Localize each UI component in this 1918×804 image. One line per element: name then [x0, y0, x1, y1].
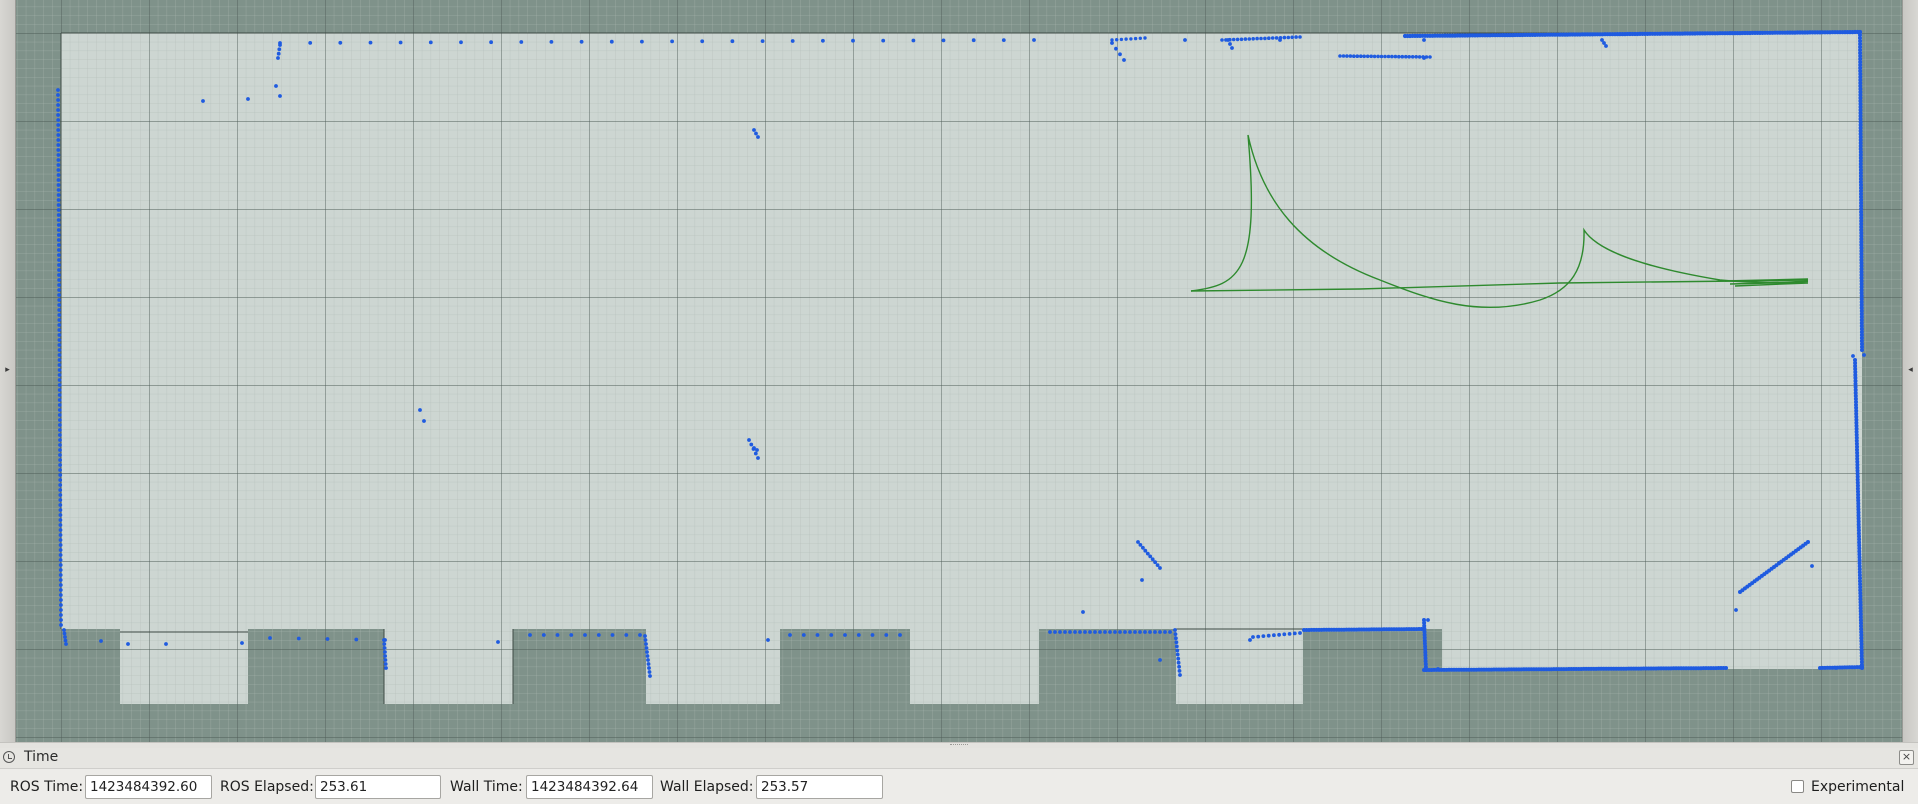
robot-path: [1190, 134, 1809, 309]
coarse-grid: [0, 0, 1918, 742]
laser-scan-points: [56, 29, 1866, 678]
ros-time-label: ROS Time:: [10, 779, 84, 795]
wall-elapsed-label: Wall Elapsed:: [660, 779, 754, 795]
expand-left-arrow-icon[interactable]: ▸: [5, 365, 10, 375]
ros-elapsed-label: ROS Elapsed:: [220, 779, 314, 795]
right-dock-handle[interactable]: ◂: [1902, 0, 1918, 742]
left-dock-handle[interactable]: ▸: [0, 0, 16, 742]
wall-time-label: Wall Time:: [450, 779, 523, 795]
time-panel-body: ROS Time: 1423484392.60 ROS Elapsed: 253…: [0, 769, 1918, 804]
time-panel-header: Time ×: [0, 748, 1918, 769]
experimental-checkbox[interactable]: [1791, 780, 1804, 793]
expand-right-arrow-icon[interactable]: ◂: [1908, 365, 1913, 375]
close-panel-button[interactable]: ×: [1899, 750, 1914, 765]
ros-time-field[interactable]: 1423484392.60: [85, 775, 212, 799]
experimental-label: Experimental: [1811, 779, 1905, 795]
clock-icon: [3, 751, 15, 763]
map-scene: [0, 0, 1918, 742]
render-viewport[interactable]: ▸ ◂: [0, 0, 1918, 742]
time-panel-title: Time: [24, 749, 59, 765]
wall-time-field[interactable]: 1423484392.64: [526, 775, 653, 799]
wall-elapsed-field[interactable]: 253.57: [756, 775, 883, 799]
ros-elapsed-field[interactable]: 253.61: [315, 775, 441, 799]
